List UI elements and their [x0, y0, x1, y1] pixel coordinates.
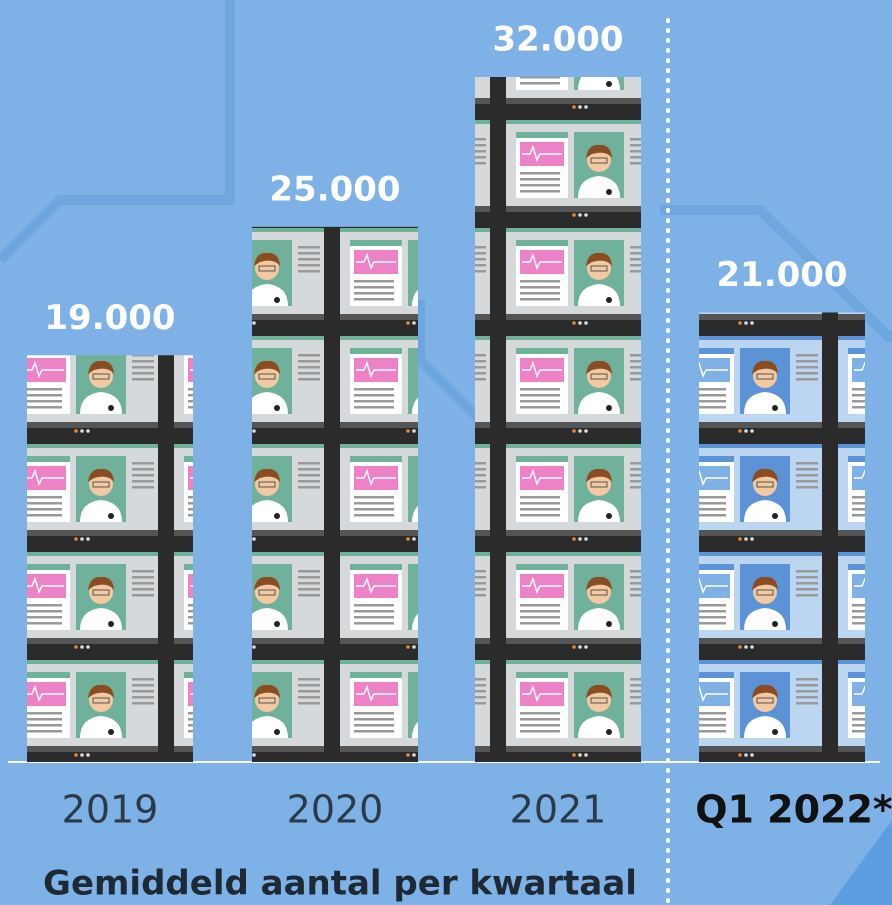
bar	[252, 227, 418, 762]
category-label: 2019	[62, 788, 159, 832]
category-label: 2021	[510, 788, 607, 832]
bar	[27, 355, 193, 762]
category-label: Q1 2022*	[695, 788, 892, 832]
subtitle: Gemiddeld aantal per kwartaal	[43, 864, 637, 904]
value-label: 25.000	[269, 169, 400, 209]
value-label: 19.000	[44, 298, 175, 338]
bar	[699, 312, 865, 762]
category-label: 2020	[287, 788, 384, 832]
value-label: 21.000	[716, 255, 847, 295]
bar	[475, 77, 641, 762]
chart: Gemiddeld aantal per kwartaal 19.000 2019…	[0, 0, 892, 905]
value-label: 32.000	[492, 20, 623, 60]
